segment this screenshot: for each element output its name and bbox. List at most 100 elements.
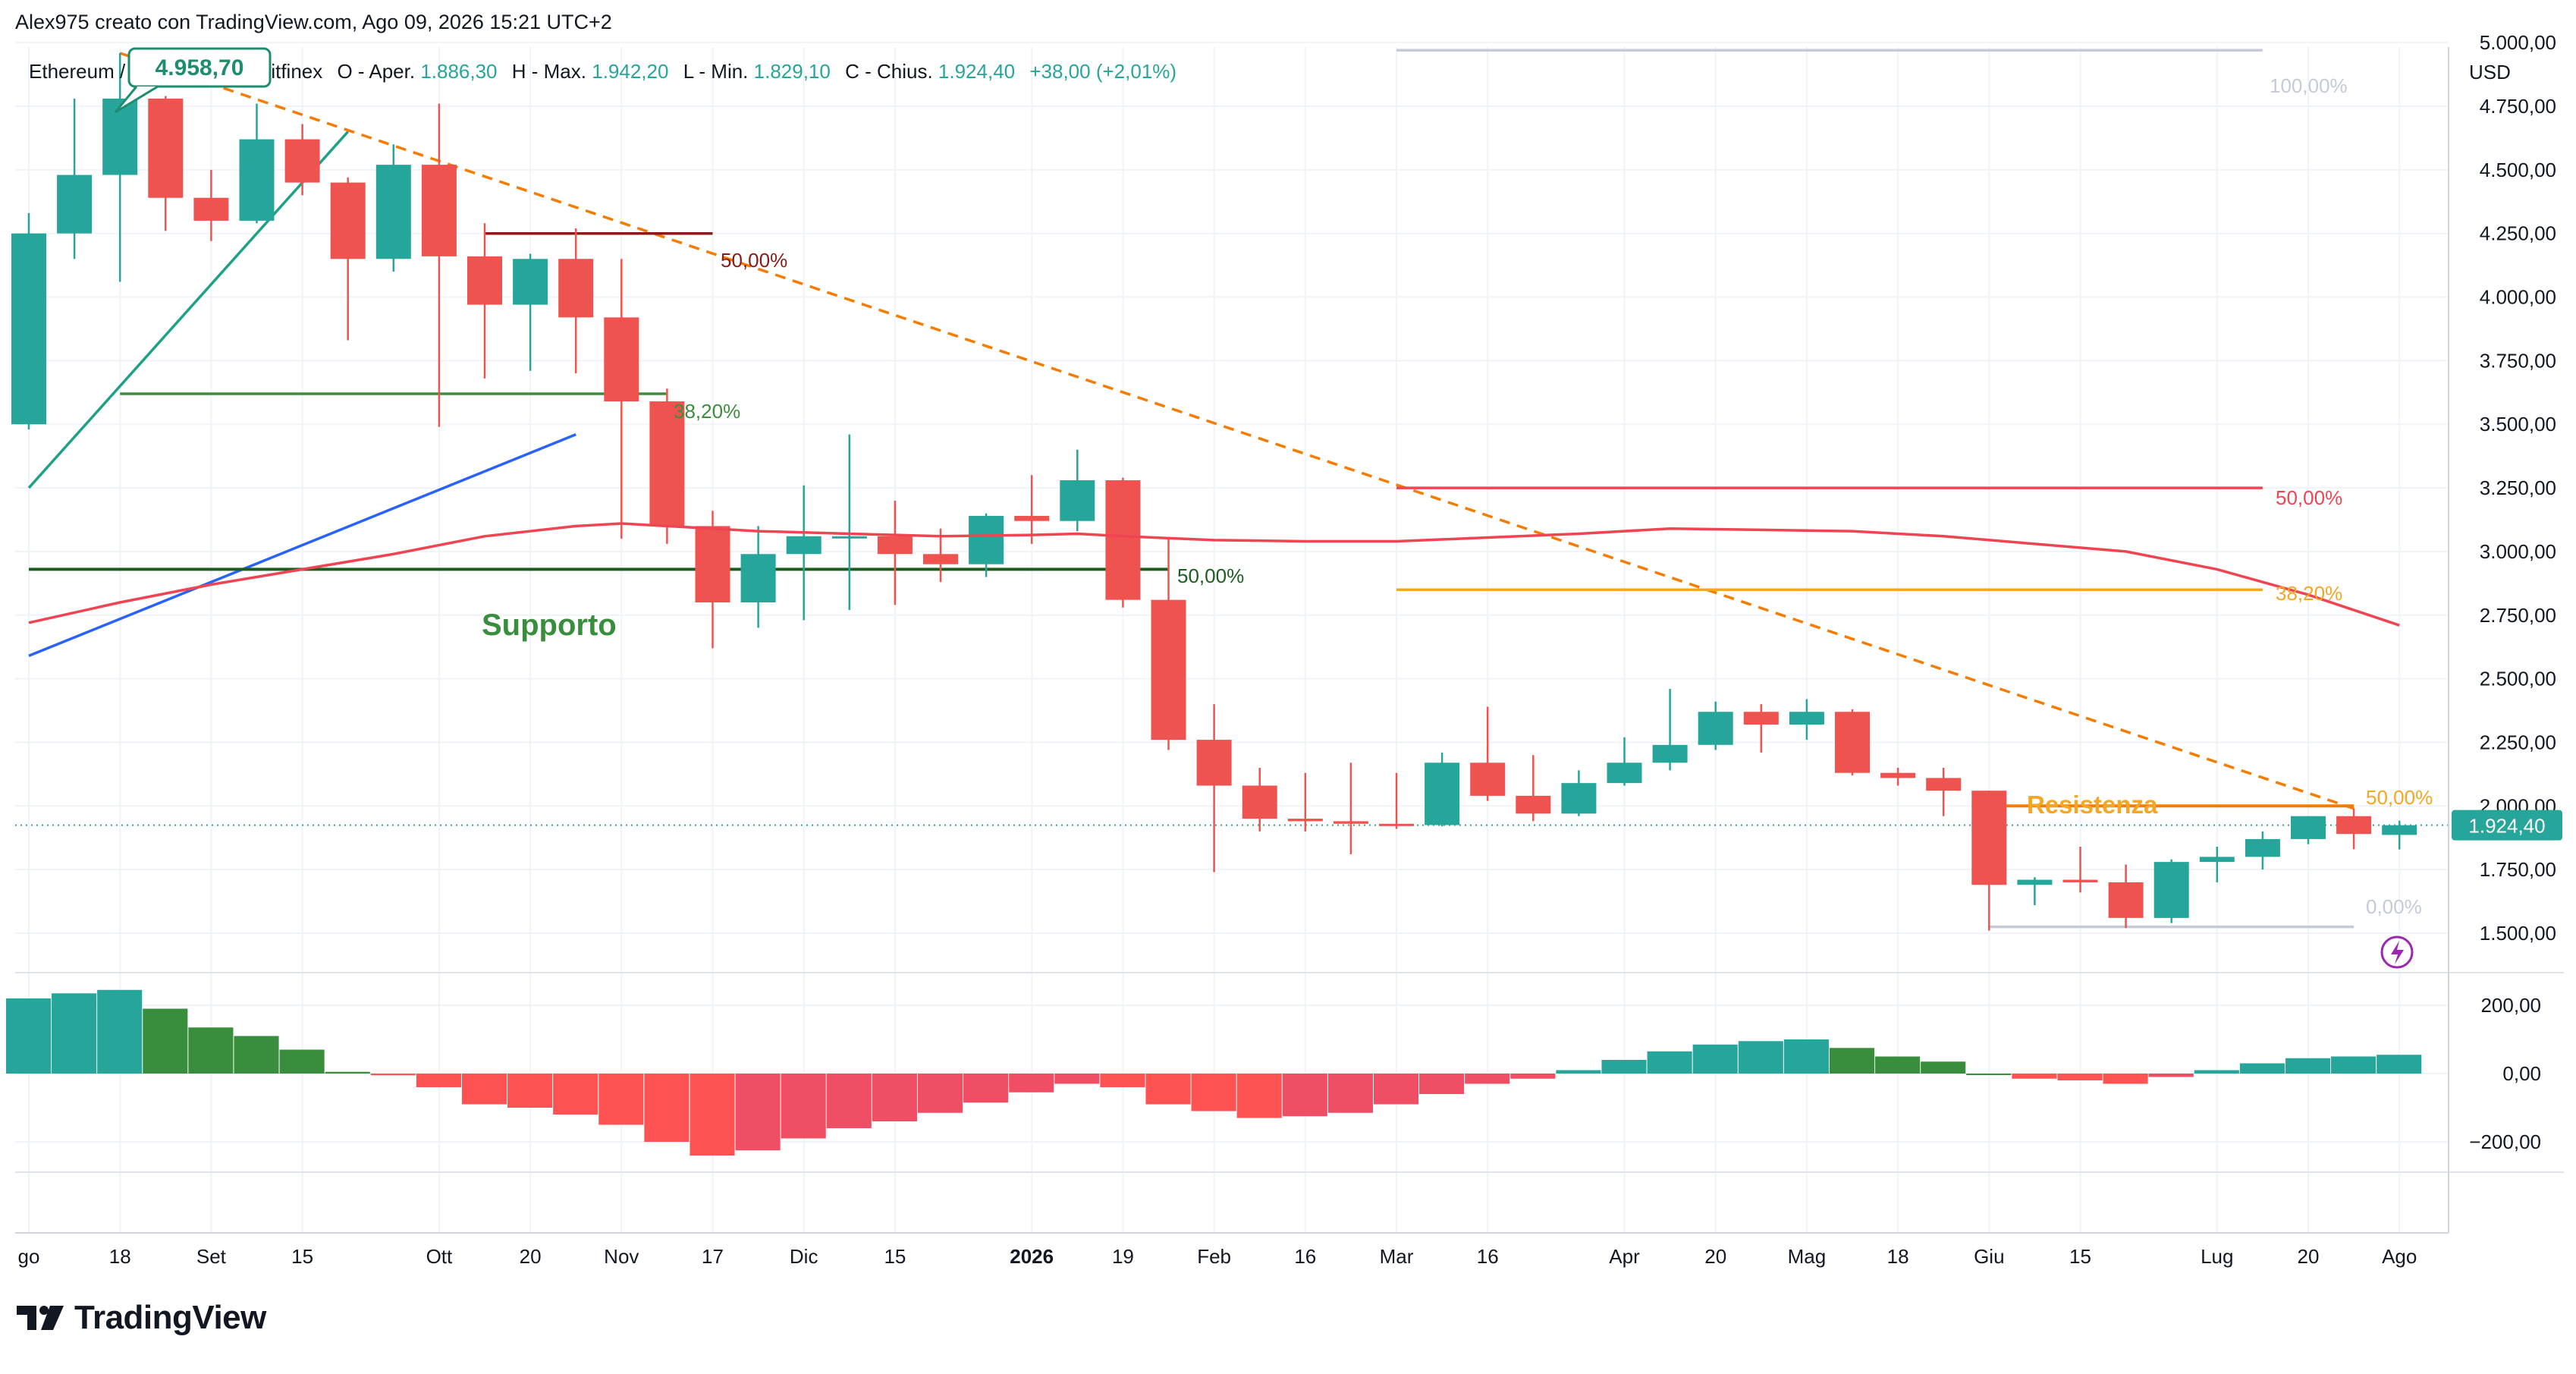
candle-down <box>1379 823 1414 826</box>
high-price-label: 4.958,70 <box>156 55 244 80</box>
candle-down <box>2336 816 2372 835</box>
oscillator-histogram <box>5 989 2422 1155</box>
lightning-icon[interactable] <box>2380 935 2414 969</box>
candle-down <box>284 139 320 183</box>
candle-down <box>1014 515 1050 521</box>
oscillator-bar <box>461 1074 507 1105</box>
candle-down <box>1242 785 1277 819</box>
oscillator-bar <box>1327 1074 1373 1113</box>
price-tick-label: 4.250,00 <box>2480 222 2556 245</box>
oscillator-bar <box>370 1074 416 1076</box>
oscillator-bar <box>963 1074 1009 1103</box>
brand-logo[interactable]: TradingView <box>17 1299 266 1337</box>
candle-up <box>2017 879 2053 885</box>
oscillator-bar <box>1236 1074 1282 1118</box>
oscillator-bar <box>2285 1058 2331 1074</box>
time-tick-label: 20 <box>520 1245 542 1268</box>
candle-up <box>831 536 867 539</box>
oscillator-bar <box>1145 1074 1191 1105</box>
candle-up <box>513 259 548 305</box>
currency-label[interactable]: USD <box>2469 61 2511 83</box>
tradingview-logo-icon <box>17 1306 64 1330</box>
oscillator-bar <box>917 1074 963 1113</box>
candle-up <box>1789 712 1824 725</box>
legend-close-value: 1.924,40 <box>938 60 1015 83</box>
oscillator-bar <box>279 1049 325 1074</box>
candle-up <box>2153 862 2189 918</box>
time-tick-label: Apr <box>1609 1245 1640 1268</box>
candle-up <box>375 165 411 259</box>
legend-open-label: O - Aper. <box>337 60 415 83</box>
time-tick-label: Lug <box>2201 1245 2233 1268</box>
time-tick-label: 2026 <box>1010 1245 1054 1268</box>
resistance-label: Resistenza <box>2027 791 2158 819</box>
candle-down <box>148 98 184 198</box>
candle-up <box>740 554 776 602</box>
time-axis: go 18 Set 15 Ott 20 Nov 17 Dic 15 2026 19 Feb 16 Mar 16… <box>18 1245 2417 1268</box>
candle-down <box>1743 712 1779 725</box>
time-tick-label: 16 <box>1477 1245 1499 1268</box>
fib-label-382-b: 38,20% <box>2276 582 2342 605</box>
legend-open-value: 1.886,30 <box>420 60 497 83</box>
price-tick-label: 1.750,00 <box>2480 858 2556 881</box>
oscillator-bar <box>2331 1056 2377 1074</box>
candle-up <box>2382 825 2417 835</box>
oscillator-bar <box>97 989 143 1074</box>
oscillator-bar <box>1921 1061 1966 1074</box>
candle-up <box>2199 857 2235 863</box>
candle-down <box>330 182 366 259</box>
price-tick-label: 2.750,00 <box>2480 604 2556 627</box>
price-tick-label: 3.250,00 <box>2480 476 2556 499</box>
oscillator-bar <box>52 993 97 1074</box>
oscillator-bar <box>1647 1051 1692 1074</box>
candle-down <box>421 165 457 256</box>
time-tick-label: Ott <box>426 1245 453 1268</box>
candle-down <box>1835 712 1870 773</box>
candle-up <box>786 536 821 555</box>
price-tick-label: 5.000,00 <box>2480 31 2556 54</box>
candle-up <box>2245 838 2280 857</box>
candle-up <box>1060 480 1095 521</box>
oscillator-bar <box>781 1074 826 1139</box>
high-price-callout: 4.958,70 <box>114 47 272 114</box>
price-tick-label: 4.750,00 <box>2480 95 2556 118</box>
price-tick-label: 3.500,00 <box>2480 413 2556 435</box>
candle-down <box>1880 772 1916 778</box>
candle-up <box>2291 816 2326 839</box>
drawing-lines <box>27 49 2355 929</box>
time-tick-label: 18 <box>1887 1245 1909 1268</box>
oscillator-bar <box>735 1074 781 1151</box>
oscillator-bar <box>1829 1048 1875 1074</box>
price-tick-label: 3.000,00 <box>2480 540 2556 563</box>
legend-close-label: C - Chius. <box>845 60 933 83</box>
legend-high-label: H - Max. <box>512 60 586 83</box>
candle-up <box>969 515 1004 564</box>
candle-down <box>467 256 502 305</box>
candle-down <box>1971 791 2007 885</box>
candle-down <box>1470 762 1506 796</box>
candle-up <box>1698 712 1733 745</box>
time-tick-label: 15 <box>291 1245 313 1268</box>
oscillator-bar <box>416 1074 461 1087</box>
chart-credit: Alex975 creato con TradingView.com, Ago … <box>15 11 612 33</box>
price-tick-label: 1.500,00 <box>2480 922 2556 945</box>
oscillator-bar <box>598 1074 644 1125</box>
oscillator-bar <box>1738 1041 1783 1074</box>
oscillator-bar <box>1875 1056 1921 1074</box>
oscillator-bar <box>2194 1070 2239 1074</box>
time-tick-label: Set <box>196 1245 227 1268</box>
oscillator-bar <box>188 1027 234 1074</box>
candle-down <box>649 401 685 527</box>
oscillator-bar <box>1191 1074 1236 1111</box>
candle-down <box>558 259 594 318</box>
oscillator-bar <box>1009 1074 1054 1093</box>
candle-down <box>1516 795 1551 814</box>
candle-up <box>1425 762 1460 825</box>
candle-series <box>11 53 2417 931</box>
price-tick-label: 4.500,00 <box>2480 159 2556 181</box>
oscillator-bar <box>1373 1074 1419 1105</box>
price-tick-label: 4.000,00 <box>2480 286 2556 309</box>
oscillator-bar <box>2377 1055 2422 1074</box>
time-tick-label: 17 <box>702 1245 724 1268</box>
